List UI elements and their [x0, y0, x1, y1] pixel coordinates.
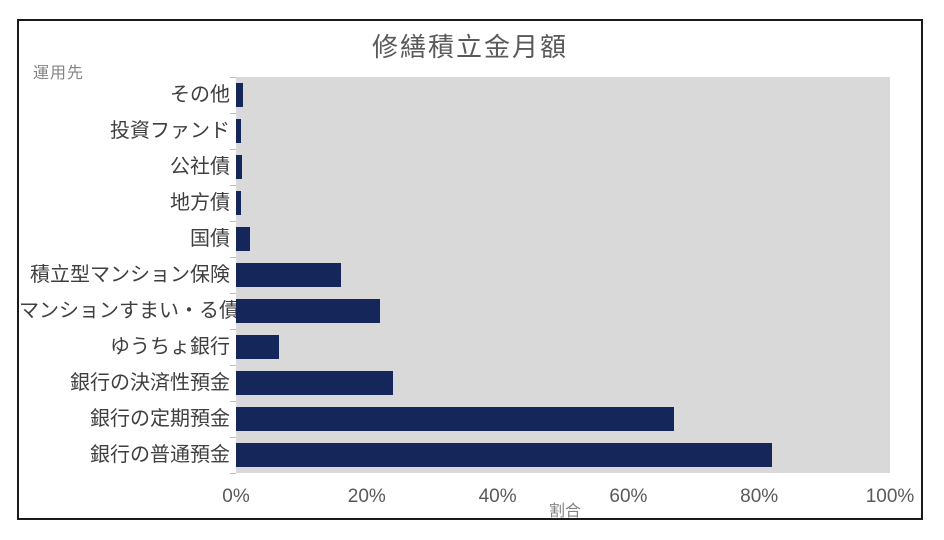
- category-tick: [230, 221, 236, 222]
- x-axis-title: 割合: [548, 503, 581, 520]
- bar: [236, 83, 243, 107]
- category-label: その他: [170, 84, 230, 106]
- category-tick: [230, 77, 236, 78]
- x-tick-label: 20%: [347, 486, 386, 507]
- plot-area: [230, 77, 890, 474]
- chart-frame: 修繕積立金月額 運用先 その他投資ファンド公社債地方債国債積立型マンション保険マ…: [17, 19, 923, 520]
- bar: [236, 119, 241, 143]
- category-label: 銀行の決済性預金: [70, 372, 230, 394]
- category-label: ゆうちょ銀行: [110, 336, 230, 358]
- category-label: 地方債: [170, 192, 230, 214]
- bar: [236, 191, 241, 215]
- category-tick: [230, 365, 236, 366]
- bar: [236, 371, 393, 395]
- chart-title: 修繕積立金月額: [371, 32, 568, 62]
- category-tick: [230, 257, 236, 258]
- x-tick-label: 60%: [609, 486, 648, 507]
- category-axis: その他投資ファンド公社債地方債国債積立型マンション保険 マンションすまい・る債ゆう…: [19, 77, 239, 473]
- category-label: 投資ファンド: [110, 120, 230, 142]
- x-tick-label: 80%: [740, 486, 779, 507]
- x-tick-label: 40%: [478, 486, 517, 507]
- bar: [236, 227, 250, 251]
- category-tick: [230, 437, 236, 438]
- category-tick: [230, 149, 236, 150]
- x-tick-label: 0%: [222, 486, 250, 507]
- bar: [236, 263, 341, 287]
- bar: [236, 443, 772, 467]
- bar: [236, 299, 380, 323]
- y-axis-title: 運用先: [33, 65, 85, 82]
- category-tick: [230, 293, 236, 294]
- category-label: マンションすまい・る債: [19, 300, 239, 322]
- category-tick: [230, 329, 236, 330]
- category-label: 銀行の定期預金: [90, 408, 230, 430]
- category-label: 公社債: [170, 156, 230, 178]
- category-tick: [230, 401, 236, 402]
- bar: [236, 335, 279, 359]
- category-label: 国債: [190, 228, 230, 250]
- category-label: 銀行の普通預金: [90, 444, 230, 466]
- category-tick: [230, 113, 236, 114]
- category-tick: [230, 185, 236, 186]
- bar: [236, 155, 242, 179]
- x-tick-label: 100%: [865, 486, 915, 507]
- category-label: 積立型マンション保険: [30, 264, 230, 286]
- bar: [236, 407, 674, 431]
- category-tick: [230, 473, 236, 474]
